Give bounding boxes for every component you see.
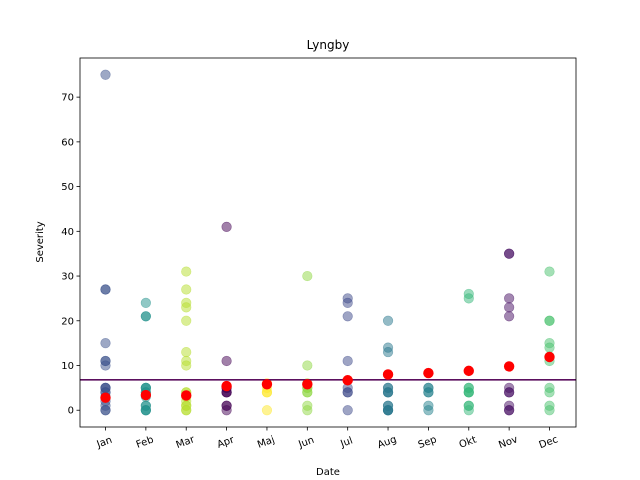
point-mar-3 (181, 302, 192, 313)
point-apr-1 (221, 355, 232, 367)
point-okt-9 (463, 405, 474, 416)
mean-point-sep (423, 367, 434, 379)
point-dec-2 (544, 315, 555, 326)
mean-point-jul (342, 375, 353, 386)
mean-point-aug (382, 369, 394, 380)
point-feb-2 (140, 311, 151, 322)
x-tick-label-jan: Jan (95, 435, 114, 451)
mean-point-okt (463, 365, 474, 377)
point-feb-0 (140, 297, 151, 308)
point-jun-1 (302, 360, 313, 371)
y-tick-label-0: 0 (68, 406, 74, 417)
point-jul-6 (342, 387, 353, 398)
point-mar-15 (181, 405, 192, 416)
mean-point-maj (261, 379, 273, 390)
y-tick-label-20: 20 (61, 316, 74, 327)
chart-title: Lyngby (307, 38, 350, 52)
point-jun-8 (302, 405, 313, 416)
point-jul-3 (342, 355, 353, 367)
mean-point-jan (100, 392, 111, 403)
point-nov-7 (504, 387, 515, 398)
y-tick-label-70: 70 (61, 93, 74, 104)
point-jan-6 (100, 360, 111, 371)
y-tick-label-30: 30 (61, 272, 74, 283)
axes-frame (79, 57, 577, 428)
point-dec-0 (544, 266, 555, 277)
point-sep-3 (423, 387, 434, 398)
point-apr-0 (221, 221, 232, 232)
point-jul-7 (342, 405, 353, 416)
point-jul-2 (342, 311, 353, 322)
mean-point-apr (221, 380, 232, 392)
point-jan-2 (100, 284, 111, 295)
point-maj-4 (261, 405, 273, 416)
point-mar-0 (181, 266, 192, 277)
mean-point-mar (181, 390, 192, 401)
y-tick-label-40: 40 (61, 227, 74, 238)
point-mar-4 (181, 315, 192, 326)
point-dec-8 (544, 387, 555, 398)
x-tick-label-jun: Jun (296, 435, 315, 451)
mean-point-dec (544, 351, 555, 363)
point-sep-5 (423, 405, 434, 416)
point-jan-16 (100, 405, 111, 416)
point-jun-0 (302, 270, 313, 282)
y-tick-label-50: 50 (61, 182, 74, 193)
x-tick-label-jul: Jul (338, 435, 354, 450)
point-dec-4 (544, 342, 555, 353)
point-okt-1 (463, 293, 474, 304)
x-axis-label: Date (316, 467, 340, 478)
point-jan-3 (100, 338, 111, 349)
y-tick-label-10: 10 (61, 361, 74, 372)
point-nov-1 (504, 248, 515, 259)
point-feb-13 (140, 405, 151, 416)
point-aug-13 (382, 405, 394, 416)
point-jan-0 (100, 69, 111, 80)
point-aug-7 (382, 387, 394, 398)
point-mar-7 (181, 360, 192, 371)
point-aug-2 (382, 346, 394, 358)
point-okt-6 (463, 387, 474, 398)
mean-point-jun (302, 379, 313, 390)
mean-point-nov (503, 361, 515, 372)
y-axis: 0 10 20 30 40 50 60 70 (61, 93, 80, 417)
point-nov-10 (504, 405, 515, 416)
plot-area (80, 69, 576, 416)
point-nov-3 (504, 302, 515, 313)
point-mar-1 (181, 284, 192, 295)
point-mar-5 (181, 346, 192, 358)
mean-point-feb (140, 389, 152, 401)
y-tick-label-60: 60 (61, 137, 74, 148)
point-nov-2 (504, 293, 515, 304)
point-aug-0 (382, 315, 394, 326)
point-apr-9 (221, 405, 232, 416)
y-axis-label: Severity (35, 221, 46, 262)
point-dec-10 (544, 405, 555, 416)
point-jul-1 (342, 297, 353, 308)
point-nov-4 (504, 311, 515, 322)
